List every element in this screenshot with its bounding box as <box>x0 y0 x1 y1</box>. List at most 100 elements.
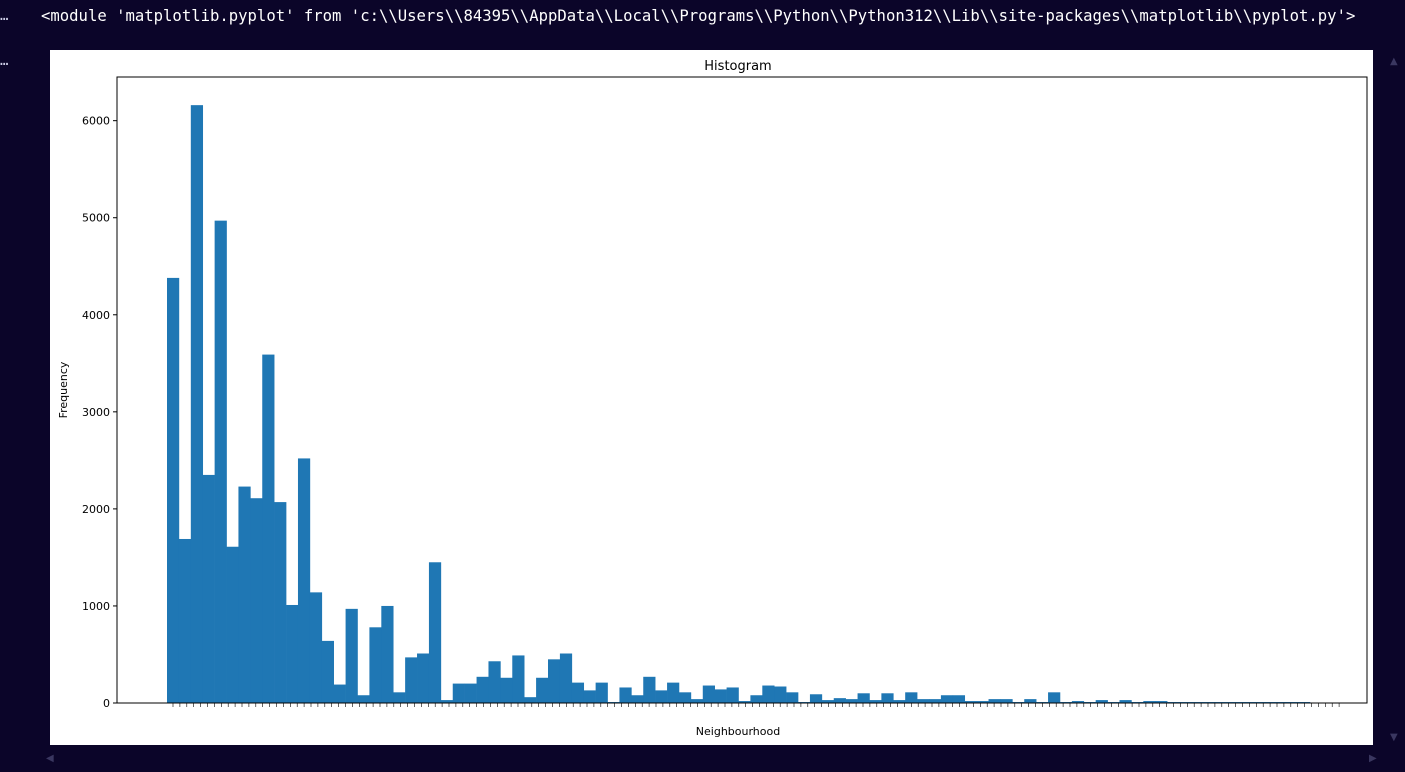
histogram-bar <box>202 474 215 703</box>
histogram-bar <box>1095 700 1108 703</box>
histogram-bar <box>369 627 382 703</box>
histogram-bar <box>536 677 549 703</box>
histogram-bar <box>809 694 823 703</box>
histogram-bar <box>464 683 477 703</box>
histogram-bar <box>845 699 858 703</box>
histogram-bar <box>488 661 501 703</box>
histogram-bar <box>297 458 311 703</box>
scroll-down-arrow[interactable]: ▼ <box>1390 732 1398 743</box>
histogram-bar <box>476 676 489 703</box>
histogram-bar <box>1000 699 1013 703</box>
histogram-bar <box>357 695 370 703</box>
histogram-bar <box>917 699 930 703</box>
histogram-bar <box>512 655 525 703</box>
histogram-bar <box>428 562 442 703</box>
y-axis-label: Frequency <box>57 361 70 418</box>
y-tick-label: 0 <box>103 697 110 710</box>
y-tick-label: 1000 <box>82 600 110 613</box>
histogram-bar <box>548 659 561 703</box>
histogram-bar <box>286 604 299 703</box>
histogram-bar <box>309 592 323 703</box>
histogram-bar <box>381 605 394 703</box>
histogram-bar <box>643 676 656 703</box>
histogram-bar <box>1048 692 1061 703</box>
histogram-bar <box>178 538 192 703</box>
scroll-right-arrow[interactable]: ▶ <box>1369 753 1377 764</box>
histogram-bar <box>738 701 751 703</box>
plot-frame <box>116 76 1368 704</box>
histogram-bar <box>214 220 227 703</box>
histogram-bar <box>631 695 644 703</box>
histogram-bar <box>571 682 585 703</box>
histogram-bar <box>417 653 430 703</box>
histogram-bar <box>940 695 954 703</box>
chart-title: Histogram <box>704 59 771 74</box>
histogram-bar <box>821 700 835 703</box>
histogram-bar <box>1024 699 1037 703</box>
histogram-bar <box>500 677 513 703</box>
histogram-bar <box>857 693 870 703</box>
histogram-bar <box>619 687 632 703</box>
histogram-bar <box>250 498 263 703</box>
histogram-bar <box>321 640 334 703</box>
histogram-bar <box>167 277 180 703</box>
histogram-bar <box>583 690 596 703</box>
histogram-bar <box>774 686 787 703</box>
scroll-left-arrow[interactable]: ◀ <box>46 753 54 764</box>
histogram-bar <box>274 502 287 703</box>
histogram-bar <box>678 692 692 703</box>
histogram-bar <box>452 683 465 703</box>
output-prompt-ellipsis-2[interactable]: … <box>0 53 9 69</box>
histogram-bar <box>262 354 275 703</box>
module-repr-text: <module 'matplotlib.pyplot' from 'c:\\Us… <box>41 7 1356 25</box>
y-tick-label: 5000 <box>82 212 110 225</box>
y-axis-ticks: 0 1000 2000 3000 4000 5000 6000 <box>82 115 117 710</box>
y-tick-label: 6000 <box>82 115 110 128</box>
histogram-bar <box>976 701 989 703</box>
histogram-bar <box>702 685 715 703</box>
histogram-bar <box>714 689 727 703</box>
histogram-bar <box>726 687 739 703</box>
histogram-bar <box>905 692 918 703</box>
histogram-bar <box>1155 701 1168 703</box>
histogram-bar <box>893 700 906 703</box>
histogram-bar <box>595 682 608 703</box>
x-axis-ticks <box>172 703 1340 707</box>
histogram-bar <box>190 105 204 703</box>
y-tick-label: 3000 <box>82 406 110 419</box>
histogram-bar <box>881 693 894 703</box>
histogram-bar <box>440 700 454 703</box>
histogram-bar <box>1071 701 1085 703</box>
histogram-bar <box>524 697 537 703</box>
scroll-up-arrow[interactable]: ▲ <box>1390 56 1398 67</box>
histogram-bar <box>762 685 775 703</box>
histogram-bar <box>333 684 346 703</box>
histogram-chart: 0 1000 2000 3000 4000 5000 6000 Histogram Neig… <box>57 59 1368 738</box>
y-tick-label: 2000 <box>82 503 110 516</box>
histogram-bar <box>964 701 977 703</box>
histogram-bar <box>786 692 799 703</box>
y-tick-label: 4000 <box>82 309 110 322</box>
histogram-bar <box>750 695 763 703</box>
histogram-bar <box>952 695 966 703</box>
histogram-bar <box>405 657 418 703</box>
histogram-bar <box>238 486 251 703</box>
x-axis-label: Neighbourhood <box>696 725 780 738</box>
figure-canvas: 0 1000 2000 3000 4000 5000 6000 Histogram Neig… <box>50 50 1373 745</box>
histogram-bar <box>393 692 406 703</box>
bars-group <box>167 105 1311 703</box>
histogram-bar <box>655 690 668 703</box>
histogram-bar <box>345 608 358 703</box>
histogram-bar <box>988 699 1001 703</box>
output-prompt-ellipsis[interactable]: … <box>0 8 9 24</box>
histogram-bar <box>869 700 882 703</box>
histogram-bar <box>226 546 239 703</box>
histogram-bar <box>929 699 942 703</box>
histogram-bar <box>559 653 573 703</box>
histogram-bar <box>667 682 680 703</box>
histogram-bar <box>833 698 846 703</box>
histogram-bar <box>1143 701 1156 703</box>
cell-output-header: … … <module 'matplotlib.pyplot' from 'c:… <box>0 0 1405 69</box>
histogram-bar <box>690 699 704 703</box>
histogram-bar <box>1119 700 1132 703</box>
